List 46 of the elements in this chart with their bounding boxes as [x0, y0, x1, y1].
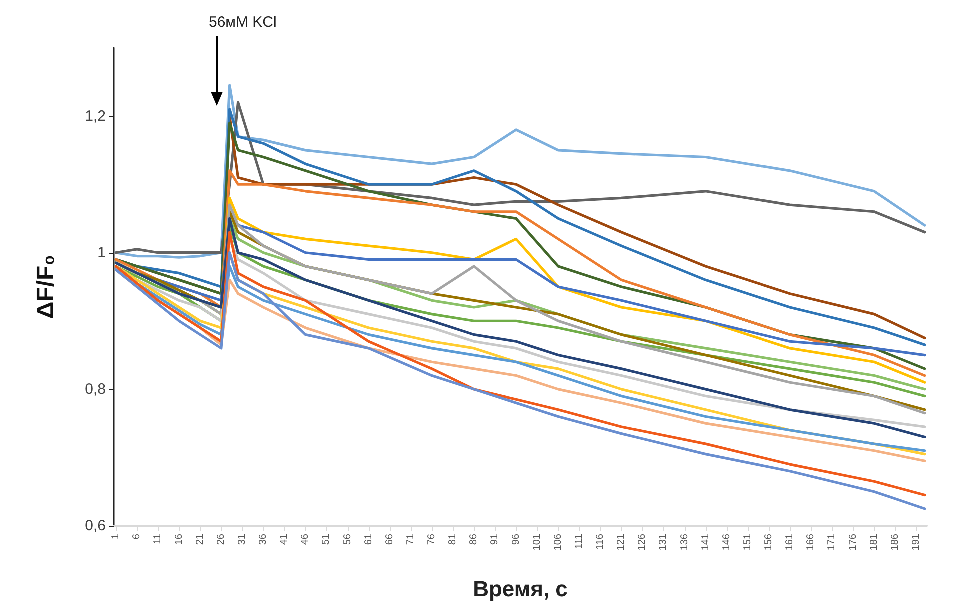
x-tick-label: 131: [658, 534, 670, 551]
y-tick-label: 1,2: [85, 108, 106, 125]
x-tick-label: 6: [132, 534, 143, 540]
x-tick-label: 146: [721, 534, 732, 551]
x-tick-label: 101: [532, 534, 543, 551]
x-tick-label: 136: [679, 534, 690, 551]
x-tick-label: 176: [848, 534, 859, 551]
y-tick-label: 1: [98, 244, 106, 262]
y-tick-label: 0,6: [85, 518, 106, 534]
x-tick-label: 161: [784, 534, 796, 551]
x-tick-label: 156: [764, 534, 775, 551]
y-tick-label: 0,8: [85, 380, 106, 398]
x-tick-label: 166: [806, 534, 817, 551]
y-axis-title: ΔF/F₀: [32, 254, 60, 320]
x-tick-label: 56: [342, 534, 354, 546]
x-tick-label: 191: [910, 534, 922, 551]
x-tick-label: 71: [405, 534, 416, 546]
x-tick-label: 96: [510, 534, 522, 546]
x-tick-label: 26: [216, 534, 227, 546]
x-tick-label: 76: [426, 534, 438, 546]
text: 56мМ KCl: [209, 14, 277, 31]
x-tick-label: 81: [448, 534, 459, 546]
x-axis-title: Время, с: [473, 576, 568, 602]
x-tick-label: 31: [236, 534, 248, 546]
x-tick-label: 36: [258, 534, 270, 546]
x-tick-label: 121: [616, 534, 628, 551]
x-tick-label: 141: [700, 534, 712, 551]
x-tick-label: 181: [868, 534, 880, 551]
x-tick-label: 151: [742, 534, 754, 551]
x-tick-label: 91: [490, 534, 501, 546]
x-tick-label: 106: [552, 534, 564, 551]
x-tick-label: 126: [637, 534, 648, 551]
x-tick-label: 66: [384, 534, 396, 546]
x-tick-label: 41: [279, 534, 290, 546]
x-tick-label: 16: [174, 534, 185, 546]
x-tick-label: 1: [110, 534, 122, 540]
x-tick-label: 21: [194, 534, 206, 546]
x-tick-label: 46: [300, 534, 312, 546]
x-tick-label: 11: [152, 534, 164, 544]
x-tick-label: 171: [826, 534, 838, 551]
x-tick-label: 116: [595, 534, 606, 550]
x-tick-label: 111: [574, 534, 585, 550]
x-tick-label: 61: [363, 534, 374, 546]
x-tick-label: 86: [468, 534, 480, 546]
x-tick-label: 186: [890, 534, 901, 551]
x-tick-label: 51: [321, 534, 332, 546]
